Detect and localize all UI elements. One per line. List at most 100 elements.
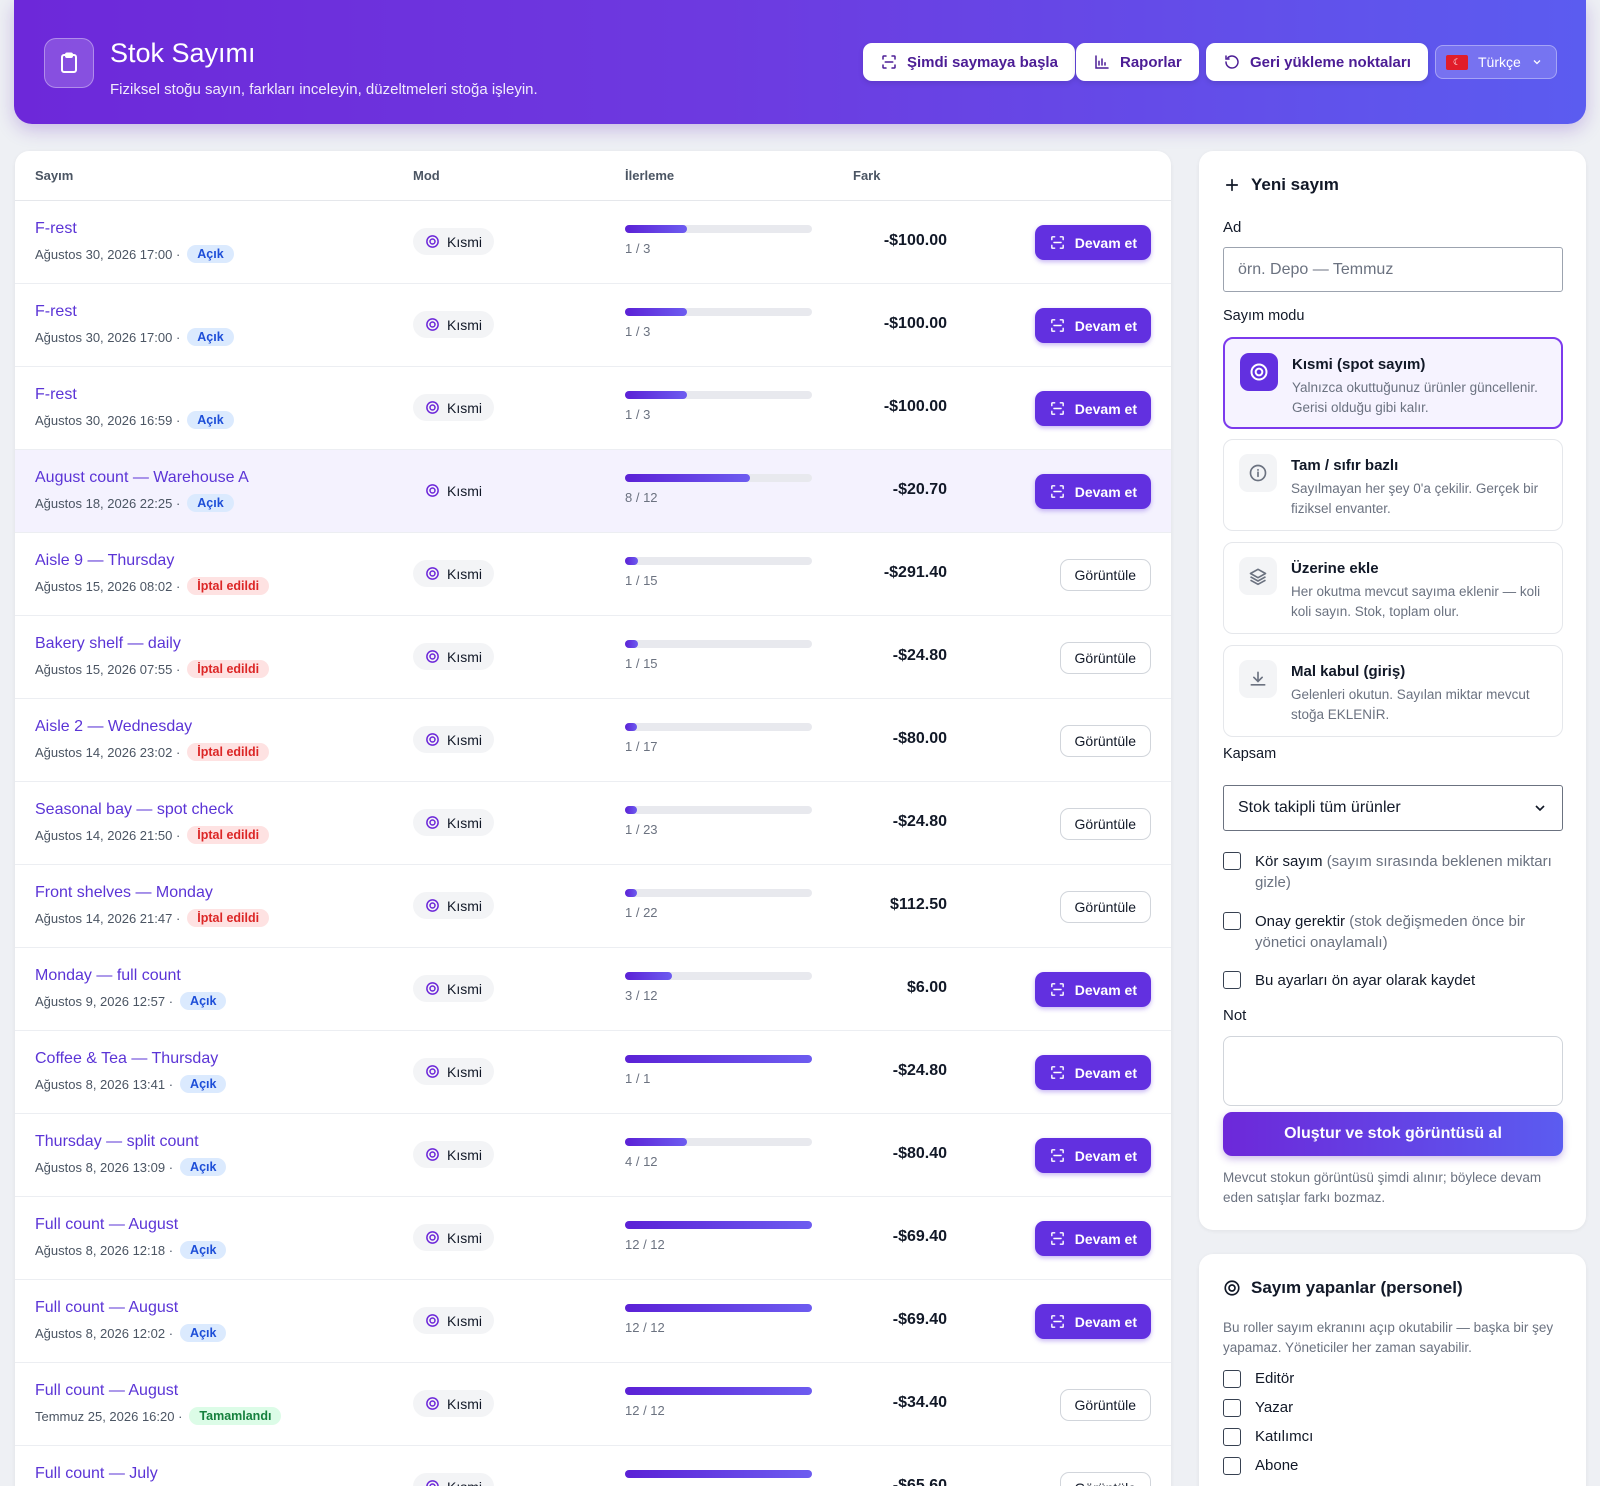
role-checkbox[interactable] bbox=[1223, 1428, 1241, 1446]
mode-badge: Kısmi bbox=[413, 726, 494, 753]
scope-select[interactable]: Stok takipli tüm ürünler bbox=[1223, 785, 1563, 831]
role-label: Abone bbox=[1255, 1457, 1299, 1474]
view-button[interactable]: Görüntüle bbox=[1059, 559, 1151, 591]
name-input[interactable] bbox=[1223, 247, 1563, 292]
mode-receiving-option[interactable]: Mal kabul (giriş) Gelenleri okutun. Sayı… bbox=[1223, 645, 1563, 737]
continue-button[interactable]: Devam et bbox=[1034, 391, 1151, 426]
layers-icon bbox=[1249, 568, 1267, 586]
count-name-link[interactable]: F-rest bbox=[35, 220, 77, 237]
require-approval-checkbox[interactable] bbox=[1223, 912, 1241, 930]
target-icon bbox=[426, 1148, 439, 1161]
role-option[interactable]: Abone bbox=[1223, 1456, 1298, 1475]
create-snapshot-button[interactable]: Oluştur ve stok görüntüsü al bbox=[1223, 1112, 1563, 1156]
count-name-link[interactable]: Thursday — split count bbox=[35, 1133, 199, 1150]
diff-value: -$291.40 bbox=[883, 564, 947, 581]
count-name-link[interactable]: Coffee & Tea — Thursday bbox=[35, 1050, 219, 1067]
continue-button[interactable]: Devam et bbox=[1034, 225, 1151, 260]
view-button[interactable]: Görüntüle bbox=[1059, 808, 1151, 840]
progress-text: 1 / 3 bbox=[625, 241, 651, 256]
table-header: Sayım Mod İlerleme Fark bbox=[15, 151, 1171, 201]
chevron-down-icon bbox=[1533, 60, 1541, 65]
count-name-link[interactable]: Aisle 2 — Wednesday bbox=[35, 718, 193, 735]
info-icon bbox=[1249, 464, 1267, 482]
count-meta: Temmuz 25, 2026 16:20 · Tamamlandı bbox=[35, 1407, 282, 1425]
progress-fill bbox=[625, 1387, 812, 1395]
mode-badge: Kısmi bbox=[413, 809, 494, 836]
progress-fill bbox=[625, 391, 687, 399]
table-row: F-rest Ağustos 30, 2026 17:00 · Açık Kıs… bbox=[15, 284, 1171, 367]
mode-add-option[interactable]: Üzerine ekle Her okutma mevcut sayıma ek… bbox=[1223, 542, 1563, 634]
role-option[interactable]: Editör bbox=[1223, 1369, 1294, 1388]
save-preset-label: Bu ayarları ön ayar olarak kaydet bbox=[1255, 972, 1476, 989]
count-name-link[interactable]: Full count — August bbox=[35, 1299, 179, 1316]
view-button[interactable]: Görüntüle bbox=[1059, 1389, 1151, 1421]
role-checkbox[interactable] bbox=[1223, 1399, 1241, 1417]
count-meta: Ağustos 14, 2026 21:50 · İptal edildi bbox=[35, 826, 270, 844]
view-button[interactable]: Görüntüle bbox=[1059, 891, 1151, 923]
mode-partial-option[interactable]: Kısmi (spot sayım) Yalnızca okuttuğunuz … bbox=[1223, 337, 1563, 429]
role-checkbox[interactable] bbox=[1223, 1370, 1241, 1388]
progress-fill bbox=[625, 474, 751, 482]
continue-button[interactable]: Devam et bbox=[1034, 474, 1151, 509]
view-button[interactable]: Görüntüle bbox=[1059, 1472, 1151, 1486]
progress-text: 1 / 23 bbox=[625, 822, 658, 837]
language-select[interactable]: ☾ Türkçe bbox=[1435, 45, 1557, 79]
save-preset-checkbox[interactable] bbox=[1223, 971, 1241, 989]
mode-badge: Kısmi bbox=[413, 1473, 494, 1486]
count-name-link[interactable]: August count — Warehouse A bbox=[35, 469, 249, 486]
table-row: August count — Warehouse A Ağustos 18, 2… bbox=[15, 450, 1171, 533]
mode-full-option[interactable]: Tam / sıfır bazlı Sayılmayan her şey 0'a… bbox=[1223, 439, 1563, 531]
save-preset-option[interactable]: Bu ayarları ön ayar olarak kaydet bbox=[1223, 970, 1563, 991]
continue-button[interactable]: Devam et bbox=[1034, 308, 1151, 343]
role-option[interactable]: Katılımcı bbox=[1223, 1427, 1313, 1446]
view-button[interactable]: Görüntüle bbox=[1059, 725, 1151, 757]
mode-label: Kısmi bbox=[447, 814, 482, 831]
progress-fill bbox=[625, 225, 687, 233]
table-row: Aisle 2 — Wednesday Ağustos 14, 2026 23:… bbox=[15, 699, 1171, 782]
continue-button[interactable]: Devam et bbox=[1034, 1304, 1151, 1339]
count-name-link[interactable]: Aisle 9 — Thursday bbox=[35, 552, 175, 569]
count-name-link[interactable]: Full count — August bbox=[35, 1382, 179, 1399]
count-name-link[interactable]: F-rest bbox=[35, 303, 77, 320]
count-meta: Ağustos 8, 2026 13:41 · Açık bbox=[35, 1075, 227, 1093]
continue-button[interactable]: Devam et bbox=[1034, 1221, 1151, 1256]
scan-icon bbox=[1050, 485, 1064, 498]
continue-button[interactable]: Devam et bbox=[1034, 1055, 1151, 1090]
mode-badge: Kısmi bbox=[413, 1224, 494, 1251]
continue-button[interactable]: Devam et bbox=[1034, 972, 1151, 1007]
counters-title: Sayım yapanlar (personel) bbox=[1251, 1278, 1463, 1297]
count-name-link[interactable]: Monday — full count bbox=[35, 967, 181, 984]
view-button[interactable]: Görüntüle bbox=[1059, 642, 1151, 674]
target-icon bbox=[426, 401, 439, 414]
count-name-link[interactable]: F-rest bbox=[35, 386, 77, 403]
role-checkbox[interactable] bbox=[1223, 1457, 1241, 1475]
col-mode: Mod bbox=[413, 168, 440, 183]
col-count: Sayım bbox=[35, 168, 74, 183]
note-textarea[interactable] bbox=[1223, 1036, 1563, 1106]
reports-button[interactable]: Raporlar bbox=[1076, 43, 1199, 81]
count-name-link[interactable]: Seasonal bay — spot check bbox=[35, 801, 234, 818]
mode-badge: Kısmi bbox=[413, 311, 494, 338]
continue-label: Devam et bbox=[1074, 1230, 1137, 1247]
continue-button[interactable]: Devam et bbox=[1034, 1138, 1151, 1173]
count-date: Ağustos 15, 2026 08:02 · bbox=[35, 578, 181, 594]
count-name-link[interactable]: Front shelves — Monday bbox=[35, 884, 213, 901]
target-icon bbox=[426, 1314, 439, 1327]
count-name-link[interactable]: Bakery shelf — daily bbox=[35, 635, 181, 652]
start-counting-button[interactable]: Şimdi saymaya başla bbox=[863, 43, 1075, 81]
count-name-link[interactable]: Full count — August bbox=[35, 1216, 179, 1233]
col-diff: Fark bbox=[853, 168, 881, 183]
blind-count-checkbox[interactable] bbox=[1223, 852, 1241, 870]
target-icon bbox=[426, 484, 439, 497]
diff-value: -$80.40 bbox=[892, 1145, 947, 1162]
restore-points-button[interactable]: Geri yükleme noktaları bbox=[1206, 43, 1428, 81]
status-badge: Açık bbox=[180, 992, 227, 1010]
table-row: Full count — July Kısmi -$65.60 Görüntül… bbox=[15, 1446, 1171, 1486]
count-date: Ağustos 30, 2026 16:59 · bbox=[35, 412, 181, 428]
count-meta: Ağustos 30, 2026 17:00 · Açık bbox=[35, 245, 234, 263]
role-option[interactable]: Yazar bbox=[1223, 1398, 1293, 1417]
count-name-link[interactable]: Full count — July bbox=[35, 1465, 158, 1482]
mode-label: Kısmi bbox=[447, 482, 482, 499]
blind-count-option[interactable]: Kör sayım (sayım sırasında beklenen mikt… bbox=[1223, 851, 1563, 893]
require-approval-option[interactable]: Onay gerektir (stok değişmeden önce bir … bbox=[1223, 911, 1563, 953]
